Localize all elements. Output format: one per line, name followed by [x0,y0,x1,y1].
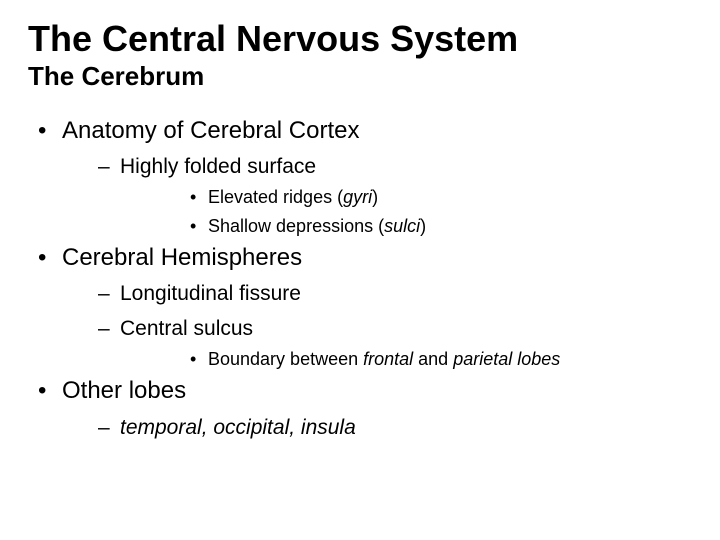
item-text: Cerebral Hemispheres [62,244,302,271]
list-item: Other lobes temporal, occipital, insula [28,375,692,442]
item-italic: frontal [363,349,413,369]
item-text: Central sulcus [120,317,253,340]
slide-subtitle: The Cerebrum [28,61,692,92]
item-italic: sulci [384,216,420,236]
list-item: Anatomy of Cerebral Cortex Highly folded… [28,115,692,238]
item-italic: temporal, occipital, insula [120,416,356,439]
list-item: Shallow depressions (sulci) [120,214,692,238]
slide: The Central Nervous System The Cerebrum … [0,0,720,540]
list-item: Highly folded surface Elevated ridges (g… [62,153,692,238]
item-text: Other lobes [62,377,186,404]
item-text: Anatomy of Cerebral Cortex [62,117,359,144]
item-text: Longitudinal fissure [120,282,301,305]
slide-title: The Central Nervous System [28,18,692,59]
item-text: Elevated ridges ( [208,187,343,207]
list-item: temporal, occipital, insula [62,414,692,442]
list-item: Cerebral Hemispheres Longitudinal fissur… [28,242,692,371]
list-item: Boundary between frontal and parietal lo… [120,347,692,371]
item-text: Highly folded surface [120,155,316,178]
list-item: Longitudinal fissure [62,280,692,308]
item-text: Boundary between [208,349,363,369]
list-item: Central sulcus Boundary between frontal … [62,315,692,372]
bullet-list: Anatomy of Cerebral Cortex Highly folded… [28,115,692,442]
item-text: ) [372,187,378,207]
item-italic: gyri [343,187,372,207]
item-text: ) [420,216,426,236]
item-text: and [413,349,453,369]
item-text: Shallow depressions ( [208,216,384,236]
list-item: Elevated ridges (gyri) [120,185,692,209]
item-italic: parietal lobes [453,349,560,369]
